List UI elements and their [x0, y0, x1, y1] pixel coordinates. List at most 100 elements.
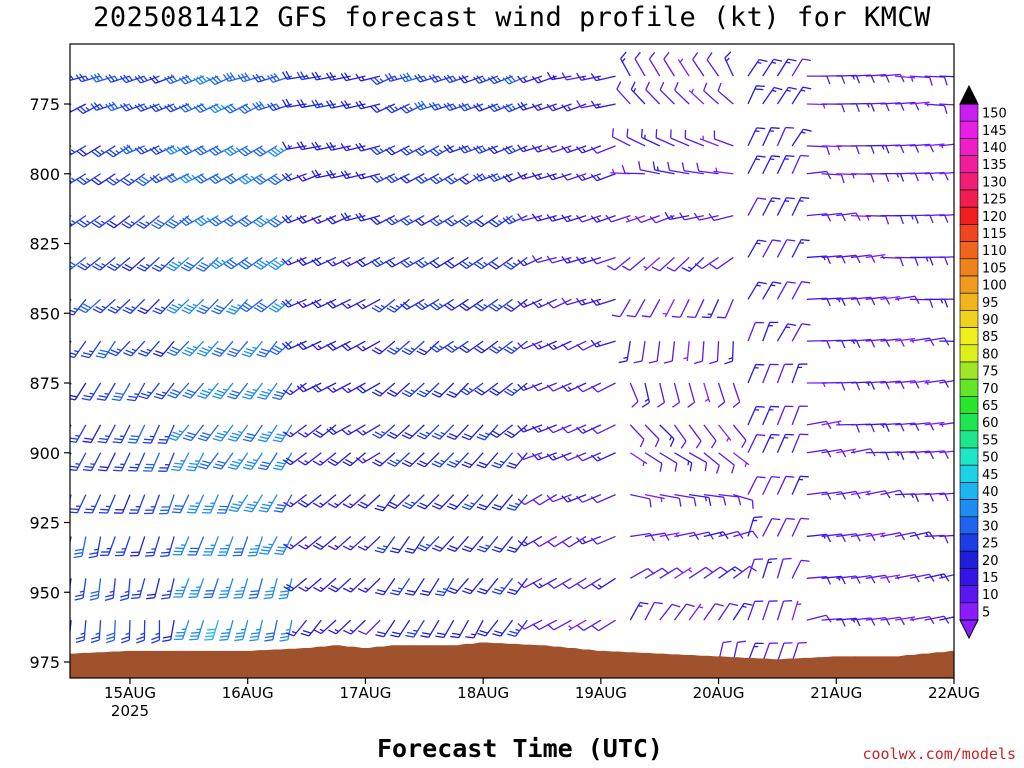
wind-barb: [212, 382, 234, 400]
barb-staff: [659, 256, 675, 272]
barb-feather: [737, 496, 742, 506]
barb-feather: [70, 152, 73, 155]
wind-barb: [547, 535, 572, 548]
barb-feather: [928, 616, 935, 625]
barb-feather: [444, 220, 452, 227]
barb-feather: [53, 352, 61, 354]
wind-barb: [909, 615, 935, 625]
barb-feather: [929, 214, 934, 224]
wind-barb: [247, 536, 264, 557]
wind-barb: [491, 536, 514, 553]
barb-feather: [695, 440, 702, 449]
chart-title: 2025081412 GFS forecast wind profile (kt…: [93, 2, 931, 33]
wind-barb: [762, 405, 780, 426]
barb-feather: [273, 510, 283, 513]
wind-barb: [111, 382, 131, 402]
barb-half-feather: [349, 629, 354, 633]
barb-feather: [311, 216, 319, 225]
barb-staff: [714, 138, 734, 147]
barb-half-feather: [552, 74, 556, 80]
barb-staff: [776, 281, 788, 300]
wind-barb: [502, 145, 528, 155]
wind-barb: [267, 145, 293, 158]
barb-feather: [246, 461, 256, 465]
wind-barb: [258, 494, 278, 513]
barb-feather: [444, 346, 453, 353]
barb-feather: [326, 428, 334, 435]
barb-feather: [257, 467, 267, 471]
barb-feather: [576, 173, 583, 181]
barb-feather: [226, 310, 235, 315]
wind-barb: [506, 577, 528, 595]
barb-feather: [153, 395, 163, 400]
barb-feather: [245, 506, 255, 510]
barb-feather: [195, 266, 205, 272]
barb-feather: [340, 302, 349, 309]
barb-feather: [520, 101, 527, 110]
wind-barb: [281, 298, 307, 308]
barb-feather: [391, 547, 401, 551]
barb-feather: [729, 602, 739, 607]
barb-staff: [776, 558, 784, 579]
wind-barb: [630, 81, 646, 105]
barb-feather: [723, 497, 727, 506]
barb-feather: [53, 469, 61, 470]
wind-barb: [576, 535, 602, 545]
barb-half-feather: [726, 437, 730, 442]
wind-barb: [836, 381, 861, 391]
barb-feather: [212, 438, 222, 442]
barb-feather: [344, 342, 352, 350]
barb-half-feather: [115, 178, 120, 182]
y-tick-label: 950: [29, 583, 60, 602]
barb-feather: [256, 219, 264, 226]
barb-staff: [688, 452, 707, 464]
barb-half-feather: [349, 545, 354, 549]
barb-feather: [144, 438, 153, 441]
barb-half-feather: [276, 104, 281, 109]
wind-barb: [298, 535, 322, 550]
barb-feather: [296, 258, 304, 266]
barb-feather: [576, 624, 585, 631]
barb-feather: [121, 180, 129, 186]
barb-feather: [855, 381, 861, 391]
barb-staff: [649, 298, 661, 318]
wind-barb: [718, 452, 735, 474]
barb-feather: [256, 304, 265, 311]
barb-feather: [122, 309, 131, 314]
barb-feather: [124, 306, 134, 312]
x-tick-label: 20AUG: [693, 684, 745, 702]
barb-feather: [432, 148, 440, 155]
barb-feather: [531, 384, 539, 392]
barb-feather: [370, 176, 378, 183]
barb-feather: [70, 398, 76, 401]
wind-barb: [461, 536, 484, 553]
barb-feather: [357, 630, 367, 635]
barb-feather: [756, 127, 766, 130]
barb-feather: [355, 143, 362, 152]
barb-feather: [401, 350, 410, 356]
wind-barb: [355, 340, 381, 352]
wind-barb: [279, 620, 293, 642]
barb-feather: [392, 631, 401, 635]
barb-feather: [611, 128, 615, 137]
wind-barb: [939, 616, 954, 621]
barb-half-feather: [115, 149, 120, 154]
wind-barb: [924, 103, 948, 114]
barb-feather: [731, 464, 735, 474]
barb-feather: [479, 630, 488, 634]
barb-half-feather: [453, 345, 459, 349]
barb-feather: [327, 502, 336, 509]
barb-feather: [275, 507, 284, 510]
barb-feather: [229, 216, 238, 224]
barb-feather: [641, 315, 651, 318]
wind-barb: [686, 299, 705, 319]
barb-half-feather: [114, 76, 119, 81]
barb-feather: [373, 146, 381, 154]
wind-barb: [357, 535, 381, 551]
barb-half-feather: [291, 631, 297, 634]
barb-feather: [386, 461, 396, 467]
barb-feather: [461, 505, 471, 511]
barb-half-feather: [497, 105, 501, 110]
barb-feather: [59, 556, 67, 557]
barb-staff: [806, 213, 827, 217]
